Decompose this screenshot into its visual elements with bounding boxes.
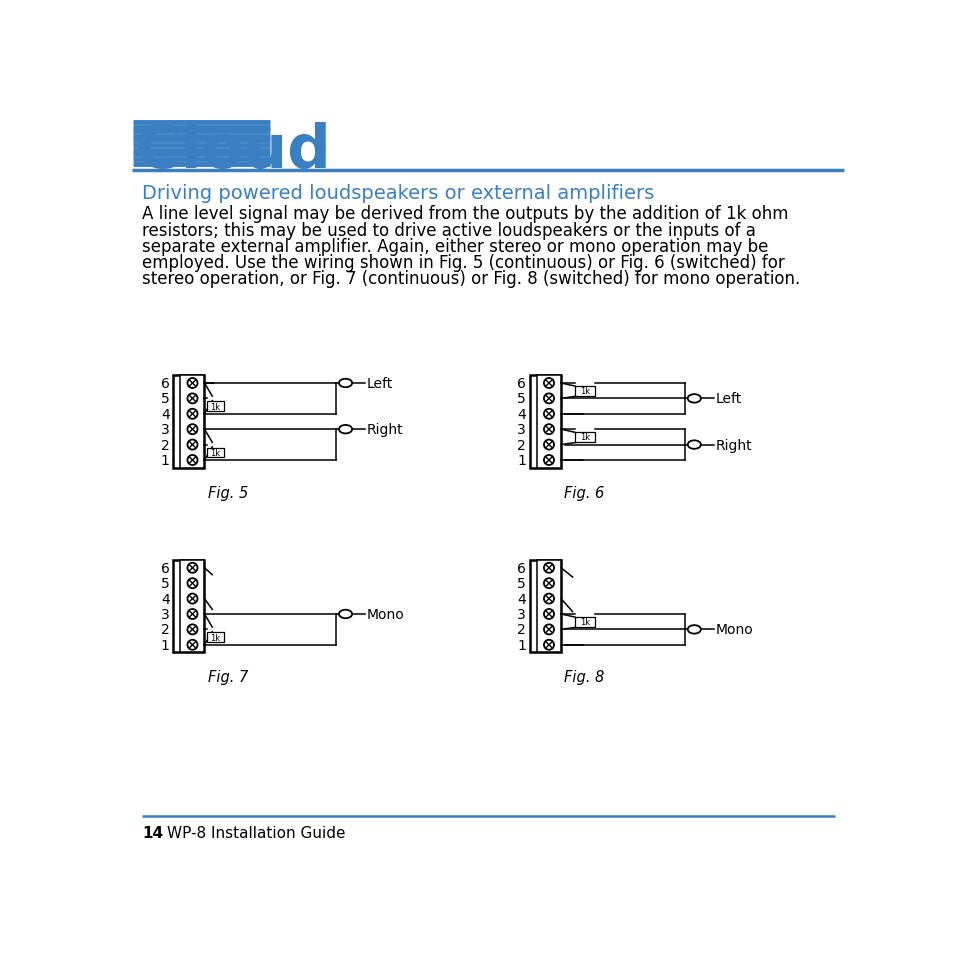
Circle shape [187, 578, 197, 589]
Text: 1: 1 [161, 639, 170, 652]
Text: Right: Right [366, 423, 403, 436]
Text: 1k: 1k [210, 402, 220, 411]
Ellipse shape [338, 425, 352, 434]
Text: 1k: 1k [210, 448, 220, 457]
Text: Cloud: Cloud [136, 122, 331, 181]
Text: 4: 4 [517, 407, 525, 421]
Text: 4: 4 [161, 407, 170, 421]
Text: 3: 3 [161, 607, 170, 621]
Text: 2: 2 [161, 622, 170, 637]
Text: A line level signal may be derived from the outputs by the addition of 1k ohm: A line level signal may be derived from … [142, 205, 788, 223]
Circle shape [543, 625, 554, 635]
Text: 1k: 1k [210, 633, 220, 642]
Bar [537, 375, 560, 468]
Bar [207, 448, 224, 457]
Circle shape [187, 394, 197, 404]
Circle shape [543, 378, 554, 389]
Text: 1k: 1k [579, 387, 590, 395]
Text: Left: Left [715, 392, 740, 406]
Text: 1k: 1k [579, 618, 590, 626]
Text: 1: 1 [517, 454, 525, 468]
Text: Right: Right [715, 438, 751, 452]
Circle shape [187, 640, 197, 650]
Text: Driving powered loudspeakers or external amplifiers: Driving powered loudspeakers or external… [142, 184, 654, 203]
Bar [207, 633, 224, 642]
Text: 5: 5 [517, 577, 525, 591]
Ellipse shape [687, 441, 700, 450]
Circle shape [187, 440, 197, 450]
Text: Fig. 5: Fig. 5 [208, 485, 248, 500]
Text: 6: 6 [517, 376, 525, 391]
Circle shape [543, 394, 554, 404]
Text: Fig. 6: Fig. 6 [563, 485, 604, 500]
Bar [575, 617, 595, 627]
Bar [575, 433, 595, 442]
Text: WP-8 Installation Guide: WP-8 Installation Guide [167, 825, 345, 841]
Bar [530, 560, 560, 653]
Text: Mono: Mono [715, 622, 752, 637]
Text: Fig. 8: Fig. 8 [563, 670, 604, 684]
Text: 2: 2 [517, 438, 525, 452]
Circle shape [543, 609, 554, 619]
Circle shape [543, 563, 554, 573]
Text: 14: 14 [142, 825, 164, 841]
Circle shape [543, 425, 554, 435]
Circle shape [187, 425, 197, 435]
Text: 3: 3 [517, 423, 525, 436]
Text: 3: 3 [517, 607, 525, 621]
Circle shape [187, 625, 197, 635]
Ellipse shape [687, 625, 700, 634]
Bar [173, 560, 204, 653]
Ellipse shape [687, 395, 700, 403]
Text: 1: 1 [517, 639, 525, 652]
Bar [173, 375, 204, 468]
Circle shape [543, 578, 554, 589]
Circle shape [187, 563, 197, 573]
Circle shape [187, 378, 197, 389]
Bar [207, 402, 224, 412]
Circle shape [543, 594, 554, 604]
Text: 5: 5 [161, 577, 170, 591]
Bar [537, 560, 560, 653]
Bar [180, 560, 204, 653]
Text: Left: Left [366, 376, 393, 391]
Text: separate external amplifier. Again, either stereo or mono operation may be: separate external amplifier. Again, eith… [142, 237, 768, 255]
Circle shape [187, 410, 197, 419]
Text: 6: 6 [161, 376, 170, 391]
Circle shape [187, 456, 197, 465]
Text: 6: 6 [161, 561, 170, 576]
Circle shape [187, 594, 197, 604]
Text: resistors; this may be used to drive active loudspeakers or the inputs of a: resistors; this may be used to drive act… [142, 221, 756, 239]
Text: Fig. 7: Fig. 7 [208, 670, 248, 684]
Bar [575, 386, 595, 396]
Circle shape [543, 640, 554, 650]
Text: 1k: 1k [579, 433, 590, 442]
Text: Mono: Mono [366, 607, 404, 621]
Text: 4: 4 [161, 592, 170, 606]
Text: 5: 5 [517, 392, 525, 406]
Text: 3: 3 [161, 423, 170, 436]
Text: stereo operation, or Fig. 7 (continuous) or Fig. 8 (switched) for mono operation: stereo operation, or Fig. 7 (continuous)… [142, 270, 800, 288]
Text: 5: 5 [161, 392, 170, 406]
Text: 4: 4 [517, 592, 525, 606]
Text: 6: 6 [517, 561, 525, 576]
Ellipse shape [338, 379, 352, 388]
Bar [530, 375, 560, 468]
Text: Cloud: Cloud [135, 122, 330, 181]
Bar [180, 375, 204, 468]
Circle shape [543, 440, 554, 450]
Text: Cloud: Cloud [137, 123, 332, 182]
Ellipse shape [338, 610, 352, 618]
Circle shape [543, 410, 554, 419]
Circle shape [543, 456, 554, 465]
Text: 2: 2 [517, 622, 525, 637]
Text: employed. Use the wiring shown in Fig. 5 (continuous) or Fig. 6 (switched) for: employed. Use the wiring shown in Fig. 5… [142, 253, 784, 272]
Text: 2: 2 [161, 438, 170, 452]
Text: 1: 1 [161, 454, 170, 468]
Circle shape [187, 609, 197, 619]
